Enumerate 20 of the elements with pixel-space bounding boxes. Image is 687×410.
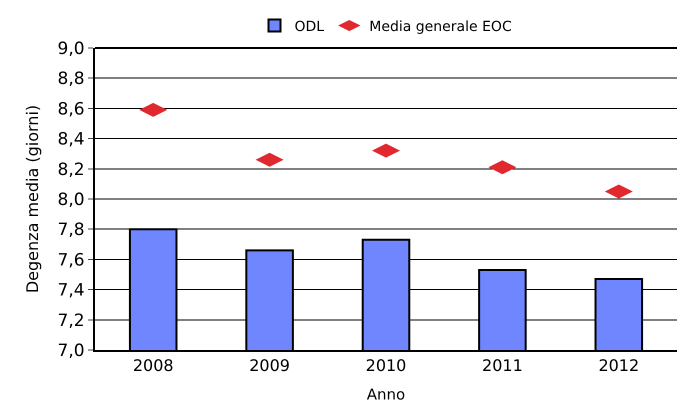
x-tick-label: 2011 [482, 356, 523, 376]
y-tick-label: 9,0 [58, 38, 85, 59]
y-tick-label: 8,0 [58, 190, 85, 210]
y-tick-label: 7,0 [58, 340, 85, 361]
y-tick-label: 8,6 [58, 99, 85, 120]
x-axis-title: Anno [366, 386, 406, 404]
y-tick-label: 7,2 [58, 310, 85, 331]
x-tick-label: 2008 [132, 356, 174, 376]
y-tick-label: 7,4 [58, 280, 85, 301]
legend-label: ODL [294, 19, 324, 36]
y-tick-label: 7,8 [58, 220, 85, 240]
y-tick-label: 8,8 [58, 69, 85, 90]
legend-label: Media generale EOC [369, 19, 512, 36]
x-tick-label: 2009 [249, 356, 290, 376]
y-tick-label: 8,2 [58, 160, 85, 180]
y-axis-title: Degenza media (giorni) [22, 104, 42, 294]
y-tick-label: 8,4 [58, 130, 85, 150]
x-tick-label: 2012 [598, 356, 640, 376]
x-tick-label: 2010 [366, 356, 406, 376]
y-tick-label: 7,6 [58, 250, 85, 270]
